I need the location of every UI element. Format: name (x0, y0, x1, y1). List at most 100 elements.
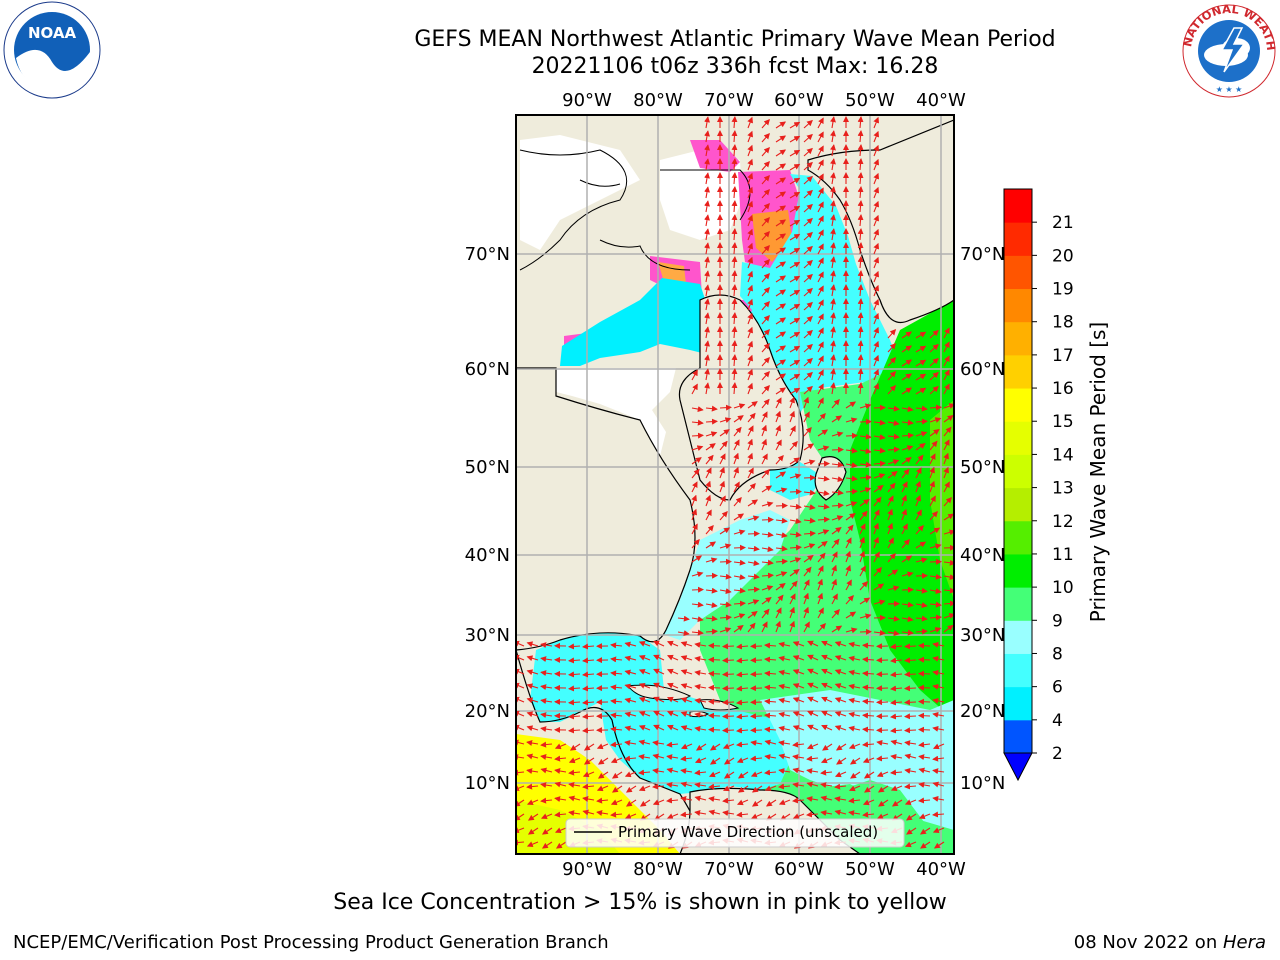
wave-arrow (918, 642, 931, 649)
wave-arrow (857, 116, 864, 129)
wave-arrow (929, 440, 938, 451)
wave-arrow (733, 426, 742, 437)
wave-arrow (887, 495, 894, 507)
wave-arrow (792, 797, 805, 804)
wave-arrow (731, 340, 738, 353)
wave-arrow (747, 270, 753, 283)
wave-arrow (733, 625, 744, 633)
wave-arrow (845, 524, 854, 535)
wave-arrow (704, 284, 710, 297)
wave-arrow (873, 629, 886, 636)
wave-arrow (831, 461, 844, 468)
colorbar-tick-label: 16 (1052, 379, 1074, 399)
wave-arrow (750, 740, 763, 746)
wave-arrow (747, 573, 760, 580)
wave-arrow (792, 813, 805, 820)
wave-arrow (792, 782, 805, 788)
wave-arrow (830, 144, 836, 157)
wave-arrow (653, 668, 665, 675)
noaa-logo-text: NOAA (28, 24, 77, 42)
wave-arrow (904, 740, 917, 747)
wave-arrow (943, 439, 950, 451)
wave-arrow (691, 369, 698, 381)
wave-arrow (848, 810, 861, 817)
wave-arrow (830, 312, 836, 325)
wave-arrow (708, 642, 721, 649)
wave-arrow (792, 697, 805, 703)
colorbar-segment (1004, 719, 1032, 754)
wave-arrow (597, 757, 609, 765)
colorbar-segment (1004, 587, 1032, 621)
wave-arrow (775, 594, 784, 605)
colorbar-extend-triangle (1003, 752, 1033, 782)
wave-arrow (873, 298, 880, 311)
wave-arrow (747, 499, 759, 507)
wave-arrow (932, 641, 945, 648)
wave-arrow (845, 579, 852, 591)
colorbar-segment (1004, 288, 1032, 323)
wave-arrow (915, 331, 927, 339)
wave-arrow (691, 616, 704, 622)
wave-arrow (761, 175, 770, 185)
wave-arrow (890, 769, 903, 776)
wave-arrow (694, 683, 707, 690)
wave-arrow (915, 509, 922, 521)
colorbar-tick-label: 6 (1052, 678, 1063, 698)
wave-arrow (694, 795, 707, 802)
wave-arrow (582, 771, 595, 778)
wave-arrow (540, 712, 553, 719)
wave-arrow (653, 682, 665, 689)
lat-label-right: 10°N (960, 773, 1005, 794)
wave-arrow (731, 116, 738, 129)
wave-arrow (830, 270, 836, 283)
wave-arrow (540, 813, 553, 820)
wave-arrow (789, 233, 801, 241)
wave-arrow (831, 538, 840, 549)
wave-arrow (876, 813, 889, 820)
wave-arrow (901, 555, 913, 563)
wave-arrow (806, 811, 819, 818)
lon-label-bottom: 80°W (633, 859, 683, 880)
wave-arrow (792, 725, 805, 731)
wave-arrow (803, 273, 813, 283)
wave-arrow (568, 713, 581, 720)
wave-arrow (792, 683, 805, 689)
wave-arrow (582, 713, 595, 720)
wave-arrow (719, 404, 732, 411)
wave-arrow (639, 799, 651, 807)
wave-arrow (708, 712, 721, 719)
wave-arrow (761, 608, 770, 619)
wave-arrow (803, 133, 813, 143)
green-11-12 (930, 400, 954, 600)
wave-arrow (803, 579, 810, 591)
wave-arrow (887, 446, 900, 453)
wave-arrow (862, 684, 875, 691)
wave-arrow (834, 641, 847, 647)
wave-arrow (708, 796, 721, 803)
wave-arrow (719, 558, 732, 565)
wave-arrow (719, 588, 732, 594)
wave-arrow (764, 642, 777, 649)
wave-arrow (792, 767, 805, 774)
wave-arrow (845, 611, 857, 619)
wave-arrow (778, 740, 791, 747)
wave-arrow (848, 641, 861, 648)
wave-arrow (806, 755, 819, 762)
wave-arrow (705, 541, 717, 549)
wave-arrow (834, 697, 847, 703)
wave-arrow (820, 769, 833, 776)
wave-arrow (775, 233, 787, 241)
wave-arrow (887, 371, 897, 381)
wave-arrow (915, 480, 921, 493)
wave-arrow (736, 799, 749, 806)
wave-arrow (638, 655, 651, 661)
wave-arrow (831, 515, 844, 521)
lat-label-left: 30°N (465, 625, 510, 646)
wave-arrow (857, 256, 864, 269)
wave-arrow (887, 630, 900, 636)
wave-arrow (901, 539, 910, 549)
wave-arrow (789, 359, 801, 367)
wave-arrow (625, 799, 637, 807)
wave-arrow (722, 699, 735, 706)
wave-arrow (943, 529, 954, 536)
